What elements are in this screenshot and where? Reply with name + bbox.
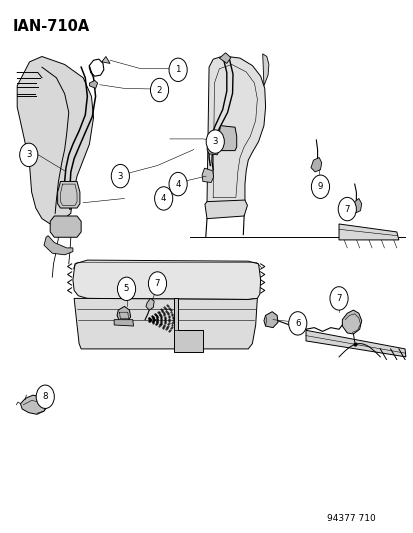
Polygon shape [342, 310, 361, 334]
Text: 3: 3 [212, 137, 218, 146]
Circle shape [337, 197, 356, 221]
Circle shape [169, 172, 187, 196]
Polygon shape [218, 126, 236, 151]
Text: 1: 1 [175, 66, 180, 74]
Circle shape [311, 175, 329, 198]
Text: 3: 3 [117, 172, 123, 181]
Text: 6: 6 [294, 319, 300, 328]
Polygon shape [202, 168, 213, 182]
Text: 9: 9 [317, 182, 323, 191]
Polygon shape [310, 158, 321, 172]
Circle shape [329, 287, 347, 310]
Text: 4: 4 [161, 194, 166, 203]
Polygon shape [350, 198, 361, 213]
Text: 2: 2 [157, 85, 162, 94]
Text: 94377 710: 94377 710 [326, 514, 375, 523]
Circle shape [111, 165, 129, 188]
Text: 5: 5 [123, 284, 129, 293]
Polygon shape [73, 260, 260, 300]
Text: 8: 8 [43, 392, 48, 401]
Polygon shape [50, 216, 81, 237]
Circle shape [20, 143, 38, 166]
Polygon shape [17, 56, 93, 224]
Polygon shape [44, 236, 73, 255]
Circle shape [288, 312, 306, 335]
Polygon shape [74, 298, 257, 349]
Text: 4: 4 [175, 180, 180, 189]
Polygon shape [338, 224, 398, 240]
Polygon shape [206, 139, 219, 155]
Polygon shape [145, 298, 154, 310]
Circle shape [150, 78, 168, 102]
Polygon shape [262, 54, 268, 86]
Circle shape [206, 130, 224, 154]
Polygon shape [173, 298, 202, 352]
Circle shape [148, 272, 166, 295]
Polygon shape [206, 56, 265, 208]
Text: IAN-710A: IAN-710A [13, 19, 90, 34]
Circle shape [36, 385, 54, 408]
Polygon shape [204, 200, 247, 219]
Text: 7: 7 [344, 205, 349, 214]
Polygon shape [117, 306, 131, 322]
Polygon shape [114, 320, 133, 326]
Circle shape [154, 187, 172, 210]
Text: 3: 3 [26, 150, 31, 159]
Circle shape [117, 277, 135, 301]
Polygon shape [102, 56, 110, 63]
Text: 7: 7 [335, 294, 341, 303]
Text: 7: 7 [154, 279, 160, 288]
Polygon shape [305, 330, 405, 357]
Polygon shape [219, 53, 230, 63]
Polygon shape [89, 80, 97, 88]
Polygon shape [263, 312, 277, 328]
Polygon shape [57, 181, 80, 208]
Circle shape [169, 58, 187, 82]
Polygon shape [21, 395, 48, 414]
